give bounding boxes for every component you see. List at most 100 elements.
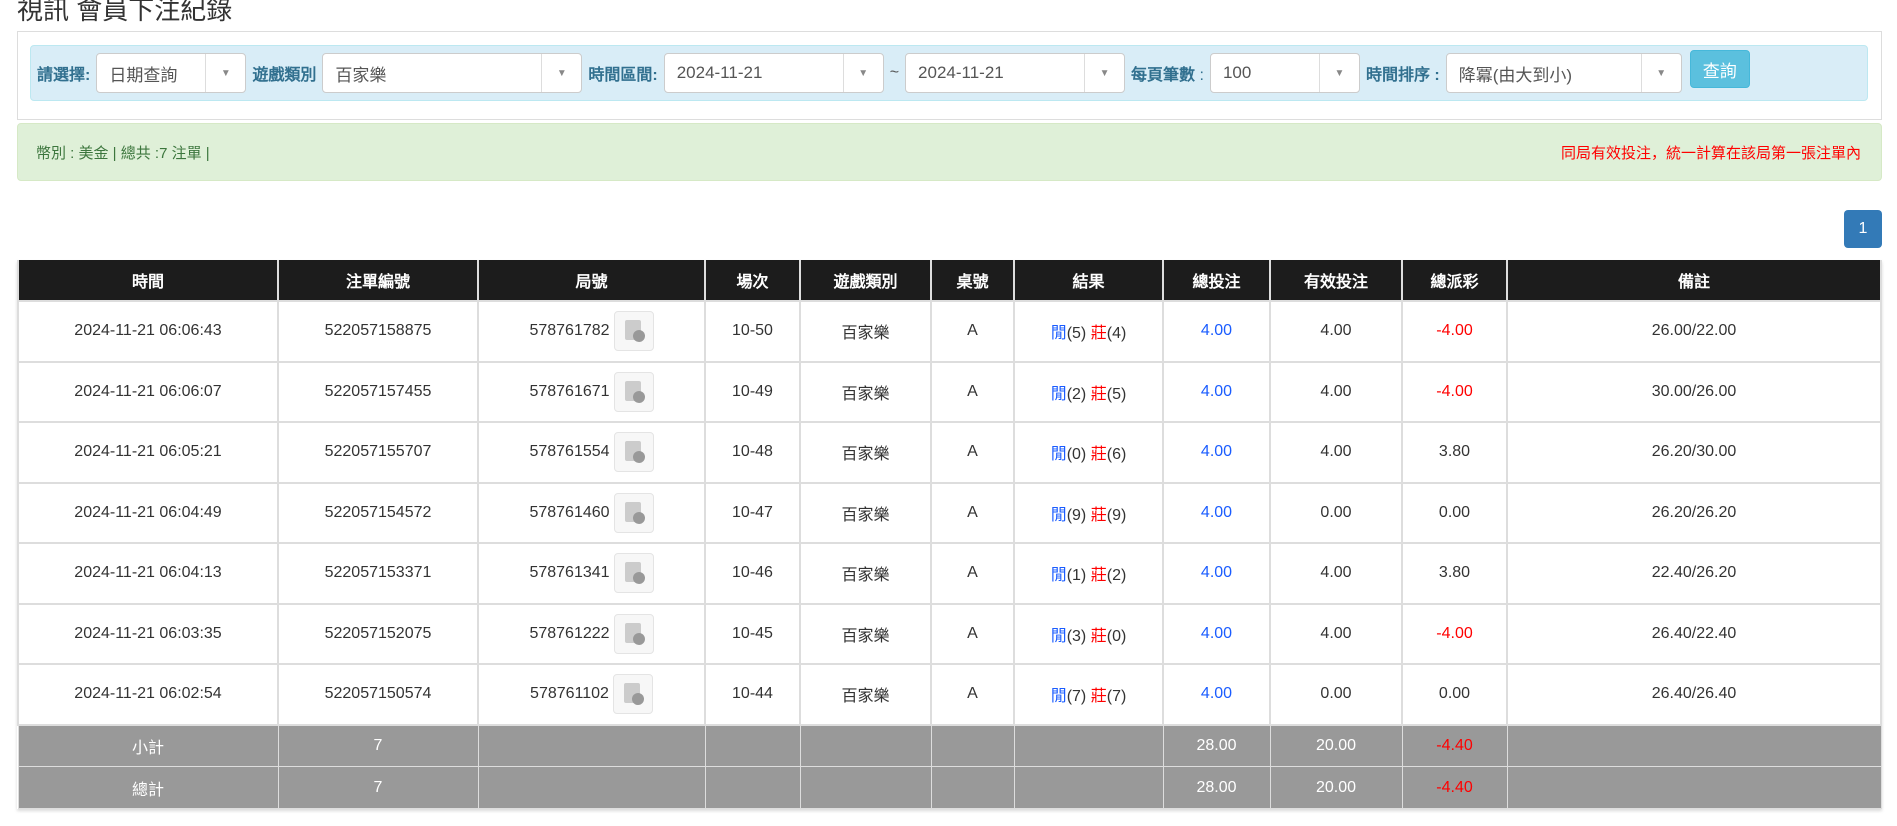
per-page-select[interactable]: 100 ▼ [1209,53,1360,93]
cell-time: 2024-11-21 06:06:07 [17,360,279,423]
empty-cell [1013,724,1164,767]
cell-total-bet: 4.00 [1162,663,1271,726]
player-score: (9) [1066,506,1087,524]
cell-round: 578761460 [477,481,706,544]
cell-payout: 3.80 [1401,542,1508,605]
cell-bet-id: 522057158875 [277,300,479,363]
table-row: 2024-11-21 06:04:13 522057153371 5787613… [17,542,1882,605]
filter-panel: 請選擇: 日期查詢 ▼ 遊戲類別 百家樂 ▼ 時間區間: 2024-11-21 ▼ ~… [17,31,1882,120]
cell-session: 10-48 [704,421,801,484]
cell-valid-bet: 4.00 [1269,360,1403,423]
banker-label: 莊 [1090,688,1107,706]
cell-table: A [930,602,1015,665]
query-button[interactable]: 查詢 [1689,50,1750,88]
round-number: 578761671 [529,382,610,400]
chevron-down-icon: ▼ [842,54,883,92]
video-replay-icon[interactable] [613,432,654,473]
cell-valid-bet: 0.00 [1269,663,1403,726]
select-label: 請選擇: [37,67,91,84]
banker-score: (4) [1106,325,1127,343]
table-row: 2024-11-21 06:06:07 522057157455 5787616… [17,360,1882,423]
cell-total-bet: 4.00 [1162,421,1271,484]
empty-cell [930,724,1015,767]
cell-game: 百家樂 [799,360,932,423]
header-table-no: 桌號 [930,260,1015,302]
empty-cell [704,766,801,809]
per-page-colon: : [1199,67,1204,84]
summary-total-bet: 28.00 [1162,724,1271,767]
cell-session: 10-49 [704,360,801,423]
date-from-value: 2024-11-21 [676,63,763,82]
round-number: 578761460 [529,503,610,521]
empty-cell [930,766,1015,809]
cell-session: 10-44 [704,663,801,726]
cell-time: 2024-11-21 06:06:43 [17,300,279,363]
video-replay-icon[interactable] [613,311,654,352]
round-number: 578761341 [529,564,610,582]
empty-cell [1013,766,1164,809]
sort-select[interactable]: 降冪(由大到小) ▼ [1445,53,1682,93]
cell-total-bet: 4.00 [1162,602,1271,665]
video-replay-icon[interactable] [613,492,654,533]
video-replay-icon[interactable] [613,613,654,654]
per-page-value: 100 [1222,63,1252,82]
empty-cell [799,724,932,767]
game-type-select[interactable]: 百家樂 ▼ [322,53,583,93]
cell-table: A [930,421,1015,484]
player-score: (1) [1066,567,1087,585]
cell-note: 30.00/26.00 [1506,360,1882,423]
header-time: 時間 [17,260,279,302]
query-type-select[interactable]: 日期查詢 ▼ [96,53,247,93]
video-replay-icon[interactable] [613,553,654,594]
video-replay-icon[interactable] [612,674,653,715]
pagination-page-1[interactable]: 1 [1844,210,1882,248]
banker-score: (6) [1106,446,1127,464]
cell-note: 26.40/26.40 [1506,663,1882,726]
summary-row: 小計 7 28.00 20.00 -4.40 [17,724,1882,767]
player-label: 閒 [1050,446,1067,464]
cell-round: 578761222 [477,602,706,665]
cell-bet-id: 522057150574 [277,663,479,726]
header-game-type: 遊戲類別 [799,260,932,302]
date-from-select[interactable]: 2024-11-21 ▼ [663,53,884,93]
cell-session: 10-47 [704,481,801,544]
cell-note: 26.20/30.00 [1506,421,1882,484]
chevron-down-icon: ▼ [205,54,245,92]
round-number: 578761554 [529,443,610,461]
video-replay-icon[interactable] [613,371,654,412]
cell-table: A [930,300,1015,363]
chevron-down-icon: ▼ [1640,54,1681,92]
table-row: 2024-11-21 06:04:49 522057154572 5787614… [17,481,1882,544]
round-number: 578761102 [530,685,609,703]
header-payout: 總派彩 [1401,260,1508,302]
banker-label: 莊 [1090,506,1107,524]
cell-note: 26.00/22.00 [1506,300,1882,363]
banker-score: (5) [1106,385,1127,403]
summary-count: 7 [277,724,479,767]
cell-note: 26.40/22.40 [1506,602,1882,665]
player-label: 閒 [1050,567,1067,585]
cell-valid-bet: 4.00 [1269,602,1403,665]
cell-result: 閒(7) 莊(7) [1013,663,1164,726]
table-row: 2024-11-21 06:03:35 522057152075 5787612… [17,602,1882,665]
cell-result: 閒(1) 莊(2) [1013,542,1164,605]
chevron-down-icon: ▼ [541,54,581,92]
empty-cell [477,724,706,767]
player-label: 閒 [1050,506,1067,524]
player-label: 閒 [1050,325,1067,343]
cell-payout: 0.00 [1401,663,1508,726]
cell-round: 578761102 [477,663,706,726]
valid-bet-notice: 同局有效投注，統一計算在該局第一張注單內 [1560,144,1861,162]
chevron-down-icon: ▼ [1318,54,1359,92]
summary-valid-bet: 20.00 [1269,766,1403,809]
summary-valid-bet: 20.00 [1269,724,1403,767]
sort-value: 降冪(由大到小) [1458,65,1573,85]
round-number: 578761782 [529,322,610,340]
cell-session: 10-50 [704,300,801,363]
player-score: (5) [1066,325,1087,343]
header-valid-bet: 有效投注 [1269,260,1403,302]
cell-time: 2024-11-21 06:02:54 [17,663,279,726]
cell-result: 閒(3) 莊(0) [1013,602,1164,665]
cell-total-bet: 4.00 [1162,542,1271,605]
date-to-select[interactable]: 2024-11-21 ▼ [905,53,1126,93]
